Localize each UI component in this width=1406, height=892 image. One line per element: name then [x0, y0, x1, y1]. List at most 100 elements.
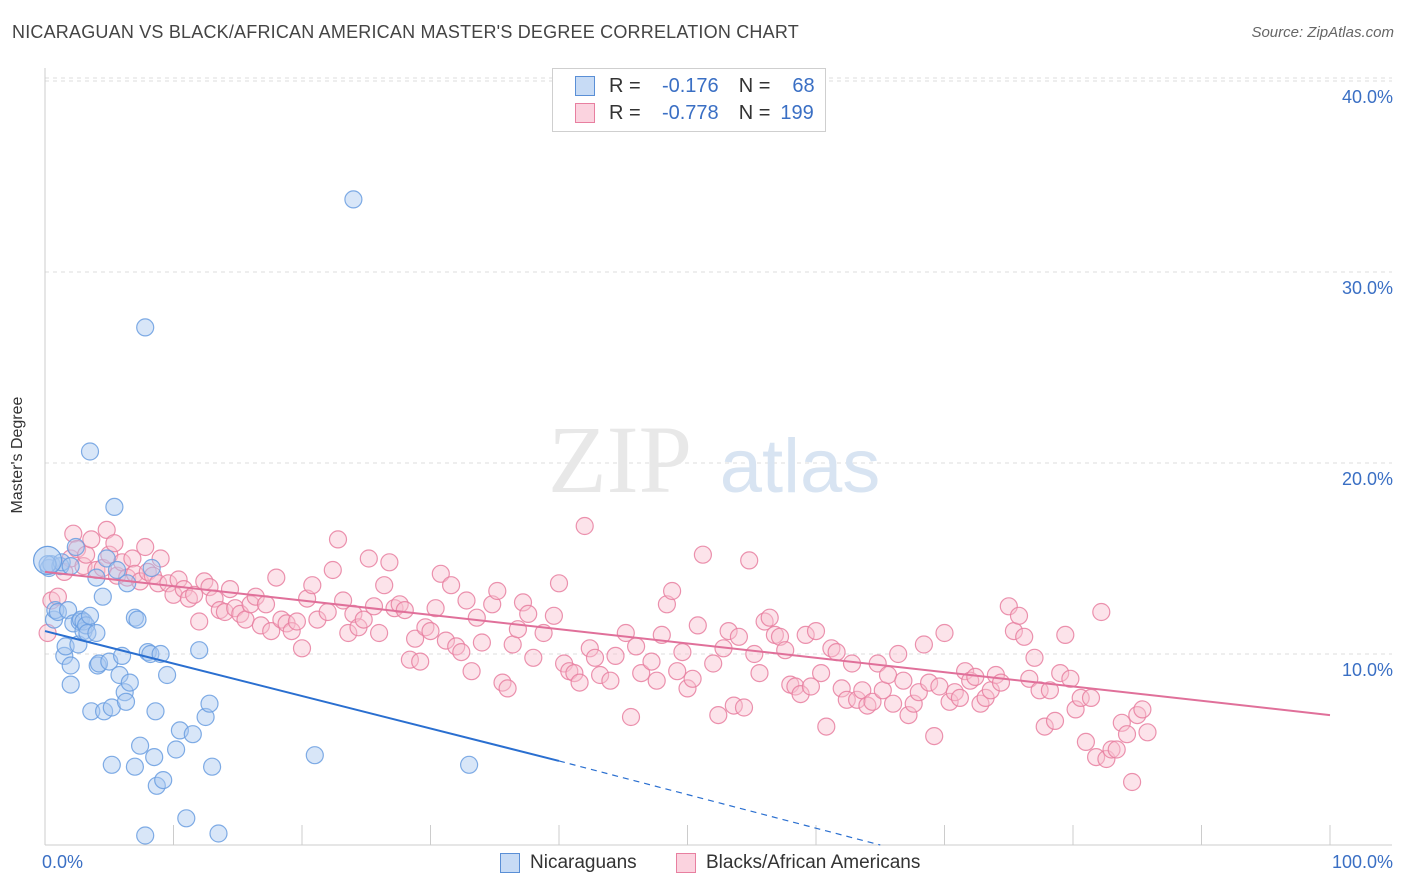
blacks-point — [817, 717, 836, 736]
gridlines — [45, 77, 1392, 655]
blacks-point — [565, 663, 584, 683]
blacks-point — [406, 629, 425, 648]
blacks-point — [894, 671, 913, 690]
blacks-point — [811, 663, 831, 683]
blacks-point — [575, 516, 594, 536]
blacks-point — [662, 581, 682, 601]
blacks-point — [899, 705, 918, 725]
y-tick-30: 30.0% — [1341, 278, 1393, 298]
blacks-point — [683, 669, 702, 688]
blacks-point — [493, 673, 512, 692]
y-tick-40: 40.0% — [1341, 87, 1393, 107]
legend-label-nicaraguans: Nicaraguans — [530, 852, 637, 873]
legend-n-value: 199 — [780, 101, 814, 124]
blacks-point — [503, 635, 522, 654]
blacks-point — [1112, 713, 1131, 732]
blacks-point — [919, 673, 939, 692]
nicaraguans-point — [105, 497, 124, 516]
trendline-blacks — [44, 570, 1331, 717]
legend-row-blacks: R = -0.778 N = 199 — [553, 100, 814, 126]
blacks-point — [1117, 725, 1137, 744]
blacks-point — [770, 627, 790, 646]
blacks-point — [1066, 700, 1085, 719]
blacks-point — [215, 602, 234, 622]
nicaraguans-point — [125, 608, 144, 627]
blacks-point — [267, 568, 286, 587]
legend-swatch-blacks — [676, 853, 696, 873]
nicaraguans-point — [61, 656, 80, 675]
blacks-point — [1009, 606, 1029, 625]
nicaraguans-point — [93, 587, 112, 606]
blacks-point — [220, 579, 240, 599]
nicaraguans-point — [80, 442, 100, 461]
blacks-point — [292, 639, 312, 658]
blacks-point — [472, 633, 491, 652]
legend-item-nicaraguans: Nicaraguans — [500, 852, 637, 874]
blacks-point — [704, 654, 723, 673]
blacks-point — [847, 690, 867, 709]
blacks-point — [462, 662, 481, 681]
blacks-point — [776, 641, 795, 660]
nicaraguans-point — [136, 826, 155, 845]
blacks-point — [123, 549, 142, 568]
blacks-point — [1076, 732, 1096, 752]
blacks-point — [262, 621, 281, 641]
nicaraguans-point — [200, 694, 219, 713]
nicaraguans-point — [167, 740, 186, 759]
chart-title: NICARAGUAN VS BLACK/AFRICAN AMERICAN MAS… — [12, 22, 799, 42]
legend-swatch-blacks — [575, 103, 595, 123]
blacks-point — [190, 612, 209, 631]
blacks-point — [421, 621, 440, 641]
blacks-point — [806, 621, 826, 641]
blacks-point — [328, 530, 348, 549]
blacks-point — [740, 551, 759, 570]
nicaraguans-point — [158, 665, 177, 685]
blacks-point — [642, 652, 661, 671]
blacks-point — [519, 604, 538, 624]
legend-item-blacks: Blacks/African Americans — [676, 852, 920, 874]
nicaraguans-point — [460, 755, 479, 774]
trendline-nicaraguans-extension — [558, 760, 881, 846]
nicaraguans-point — [82, 702, 101, 721]
blacks-point — [1025, 648, 1044, 667]
blacks-point — [601, 671, 620, 690]
series-nicaraguans — [32, 190, 479, 845]
blacks-point — [729, 627, 749, 646]
blacks-point — [544, 606, 564, 625]
blacks-point — [105, 534, 124, 553]
blacks-point — [801, 677, 821, 696]
y-tick-20: 20.0% — [1341, 469, 1393, 489]
nicaraguans-point — [116, 692, 136, 711]
blacks-point — [1133, 700, 1152, 719]
blacks-point — [1035, 717, 1054, 736]
blacks-point — [380, 553, 399, 572]
blacks-point — [621, 707, 641, 727]
nicaraguans-point — [183, 725, 202, 744]
blacks-point — [580, 639, 599, 658]
blacks-point — [467, 608, 486, 627]
nicaraguans-point — [146, 702, 165, 721]
blacks-point — [688, 616, 707, 635]
nicaraguans-point — [61, 556, 80, 576]
blacks-point — [914, 635, 934, 654]
blacks-point — [1045, 711, 1065, 731]
blacks-point — [1138, 723, 1157, 742]
blacks-point — [426, 599, 445, 618]
nicaraguans-point — [203, 757, 222, 776]
blacks-point — [64, 524, 83, 543]
legend-r-value: -0.778 — [661, 101, 719, 124]
blacks-point — [750, 663, 769, 683]
blacks-point — [1107, 740, 1126, 759]
blacks-point — [719, 621, 738, 641]
blacks-point — [236, 610, 255, 629]
nicaraguans-point — [344, 190, 363, 209]
legend-r-value: -0.176 — [661, 74, 719, 97]
blacks-point — [678, 679, 697, 698]
legend-row-nicaraguans: R = -0.176 N = 68 — [553, 73, 815, 99]
blacks-point — [370, 623, 389, 643]
blacks-point — [395, 600, 414, 620]
nicaraguans-point — [120, 673, 139, 692]
blacks-point — [549, 574, 569, 593]
blacks-point — [668, 662, 687, 681]
nicaraguans-point — [142, 558, 161, 578]
